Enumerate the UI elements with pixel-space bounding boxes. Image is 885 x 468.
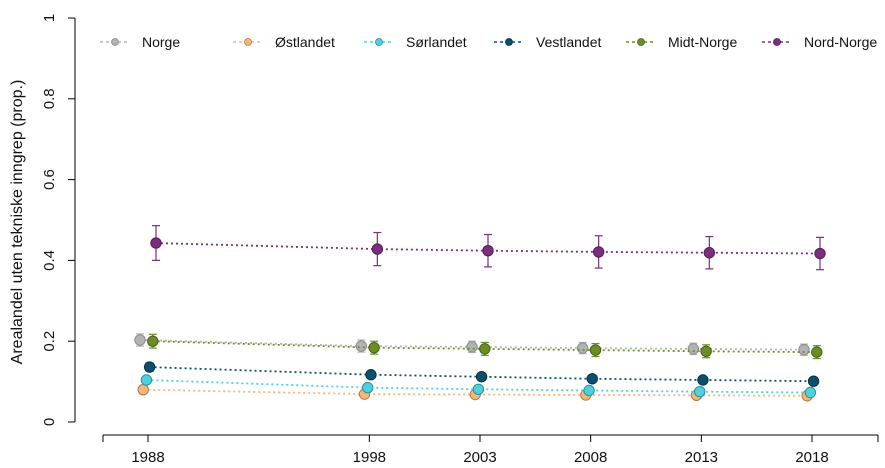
series-sørlandet (140, 374, 817, 399)
data-point (687, 343, 700, 355)
legend-item: Vestlandet (494, 34, 601, 50)
x-tick-label: 1988 (131, 449, 164, 466)
data-point (576, 342, 589, 354)
legend-marker (505, 38, 513, 46)
x-tick-label: 2013 (685, 449, 718, 466)
data-point (703, 247, 716, 259)
series-line (155, 242, 821, 255)
data-point (807, 375, 820, 387)
data-point (355, 340, 368, 352)
data-point (368, 341, 380, 354)
data-point (592, 246, 605, 258)
data-point (137, 383, 149, 396)
legend-label: Sørlandet (406, 34, 467, 50)
legend-marker (244, 38, 252, 46)
legend-label: Midt-Norge (668, 34, 737, 50)
data-point (134, 334, 146, 346)
legend-item: Midt-Norge (626, 34, 737, 50)
data-point (150, 237, 162, 249)
x-tick-label: 2008 (574, 449, 607, 466)
legend-label: Norge (142, 34, 180, 50)
data-point (472, 383, 485, 395)
series-line (139, 339, 805, 351)
x-tick-label: 2018 (795, 449, 828, 466)
y-tick-label: 0.2 (41, 331, 58, 352)
legend-item: Sørlandet (364, 34, 467, 50)
series-line (143, 388, 808, 397)
y-tick-label: 0 (41, 418, 58, 426)
x-ticks: 1988 1998 2003 2008 2013 2018 (102, 435, 879, 466)
series-layer (134, 225, 826, 402)
legend-marker (375, 38, 383, 46)
y-tick-label: 0.6 (41, 169, 58, 190)
y-ticks: 0 0.2 0.4 0.6 0.8 1 (41, 14, 75, 426)
data-point (814, 247, 826, 260)
y-axis-title: Arealandel uten tekniske inngrep (prop.) (9, 80, 26, 365)
data-point (371, 243, 384, 255)
legend-item: Nord-Norge (762, 34, 877, 50)
series-line (152, 340, 817, 354)
x-tick-label: 2003 (463, 449, 496, 466)
data-point (362, 381, 374, 394)
legend-marker (111, 38, 119, 46)
series-line (149, 366, 814, 383)
data-point (365, 369, 377, 381)
legend-marker (637, 38, 645, 46)
data-point (700, 345, 712, 357)
data-point (804, 386, 817, 399)
series-norge (134, 333, 810, 356)
data-point (811, 346, 823, 358)
legend-item: Norge (100, 34, 180, 50)
series-line (146, 379, 811, 394)
legend-label: Vestlandet (536, 34, 601, 50)
y-tick-label: 0.8 (41, 88, 58, 109)
axes: 00.20.40.60.81 1988 1998 2003 2008 2013 2018 … (9, 14, 879, 466)
legend: Norge Østlandet Sørlandet Vestlandet Midt-No… (100, 34, 877, 50)
data-point (798, 343, 810, 356)
legend-marker (773, 38, 781, 46)
data-point (479, 343, 491, 355)
data-point (586, 373, 598, 385)
data-point (466, 341, 478, 353)
data-point (697, 374, 709, 386)
series-nord-norge (150, 225, 826, 271)
data-point (589, 344, 602, 356)
data-point (694, 386, 706, 398)
y-tick-label: 0.4 (41, 250, 58, 271)
data-point (147, 335, 159, 347)
series-midt-norge (147, 333, 823, 360)
data-point (482, 245, 494, 257)
data-point (583, 384, 595, 397)
data-point (475, 371, 488, 383)
y-tick-label: 1 (41, 14, 58, 22)
data-point (140, 374, 153, 386)
data-point (143, 361, 156, 373)
x-tick-label: 1998 (353, 449, 386, 466)
series-vestlandet (143, 361, 820, 387)
legend-label: Østlandet (275, 34, 335, 50)
legend-label: Nord-Norge (804, 34, 877, 50)
legend-item: Østlandet (233, 34, 335, 50)
